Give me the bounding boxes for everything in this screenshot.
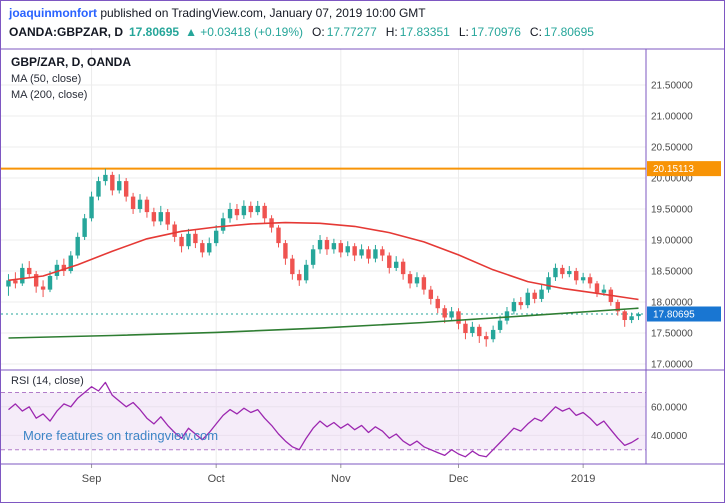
symbol-label: OANDA:GBPZAR, D	[9, 25, 123, 39]
svg-text:17.50000: 17.50000	[651, 329, 693, 340]
svg-text:Oct: Oct	[208, 473, 225, 485]
svg-text:Nov: Nov	[331, 473, 351, 485]
open-value: 17.77277	[326, 25, 377, 39]
svg-text:60.0000: 60.0000	[651, 402, 688, 413]
price-axis: 21.50000 21.00000 20.50000 20.00000 19.50000…	[651, 80, 693, 441]
rsi-legend: RSI (14, close)	[11, 375, 84, 387]
symbol-ohlc-bar: OANDA:GBPZAR, D 17.80695 ▲ +0.03418 (+0.19…	[9, 25, 594, 39]
high-value: 17.83351	[399, 25, 450, 39]
ma200-legend: MA (200, close)	[11, 89, 88, 101]
close-label: C:	[529, 25, 542, 39]
watermark-link[interactable]: More features on tradingview.com	[23, 428, 219, 443]
svg-text:Sep: Sep	[82, 473, 102, 485]
chart-title: GBP/ZAR, D, OANDA	[11, 55, 131, 69]
svg-text:17.00000: 17.00000	[651, 360, 693, 371]
svg-text:20.00000: 20.00000	[651, 173, 693, 184]
last-price-label: 17.80695	[647, 306, 721, 322]
svg-text:19.50000: 19.50000	[651, 205, 693, 216]
low-label: L:	[458, 25, 469, 39]
svg-text:19.00000: 19.00000	[651, 236, 693, 247]
attribution-line: joaquinmonfort published on TradingView.…	[9, 6, 426, 20]
level-price-label: 20.15113	[647, 161, 721, 177]
open-label: O:	[312, 25, 325, 39]
svg-text:17.80695: 17.80695	[653, 309, 695, 320]
svg-text:18.00000: 18.00000	[651, 298, 693, 309]
high-label: H:	[385, 25, 398, 39]
ma200-line	[8, 307, 639, 339]
svg-text:40.0000: 40.0000	[651, 431, 688, 442]
last-price-value: 17.80695	[129, 25, 180, 39]
time-axis: Sep Oct Nov Dec 2019	[82, 464, 595, 485]
ma50-line	[8, 221, 639, 301]
svg-text:21.50000: 21.50000	[651, 80, 693, 91]
price-change: ▲ +0.03418 (+0.19%)	[185, 25, 304, 39]
svg-text:2019: 2019	[571, 473, 595, 485]
svg-text:20.50000: 20.50000	[651, 142, 693, 153]
author-link[interactable]: joaquinmonfort	[9, 6, 97, 20]
candles-layer	[6, 168, 641, 347]
ma50-legend: MA (50, close)	[11, 73, 82, 85]
price-axis-labels: 20.15113 17.80695	[647, 161, 721, 322]
close-value: 17.80695	[543, 25, 594, 39]
svg-text:20.15113: 20.15113	[653, 164, 694, 175]
svg-text:18.50000: 18.50000	[651, 267, 693, 278]
grid-layer	[1, 49, 646, 464]
rsi-line	[8, 381, 639, 458]
pane-frame	[1, 48, 724, 465]
low-value: 17.70976	[470, 25, 521, 39]
published-text: published on TradingView.com, January 07…	[96, 6, 426, 20]
svg-text:21.00000: 21.00000	[651, 111, 693, 122]
svg-text:Dec: Dec	[449, 473, 469, 485]
